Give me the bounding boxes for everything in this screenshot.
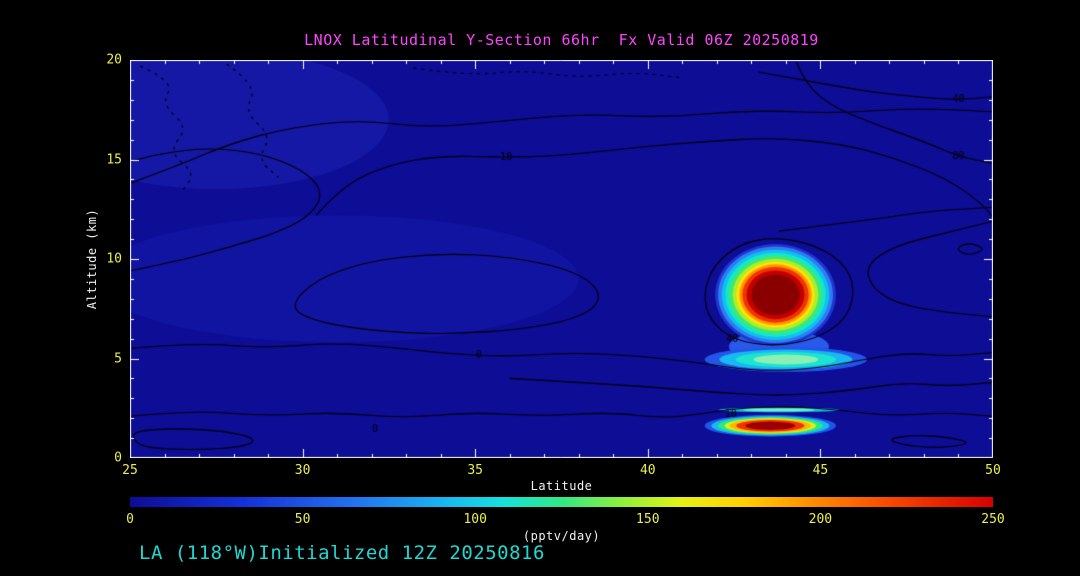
colorbar-tick-label: 0 [126,512,134,527]
x-axis-title: Latitude [530,479,593,493]
x-tick-label: 25 [122,463,138,478]
x-tick-label: 30 [294,463,311,478]
colorbar-tick-label: 150 [636,512,660,527]
x-tick-label: 45 [812,463,829,478]
plot-field [130,60,993,458]
y-tick-label: 0 [114,450,122,466]
y-tick-label: 15 [106,152,122,167]
x-tick-label: 50 [985,463,1001,478]
colorbar-tick-label: 250 [981,512,1005,527]
y-tick-label: 10 [106,251,122,267]
init-annotation: LA (118°W)Initialized 12Z 20250816 [139,542,545,564]
colorbar [130,497,993,507]
colorbar-units-label: (pptv/day) [522,529,601,543]
colorbar-tick-label: 50 [294,512,311,527]
chart-title: LNOX Latitudinal Y-Section 66hr Fx Valid… [304,31,819,49]
colorbar-tick-label: 100 [463,512,487,527]
x-tick-label: 40 [639,463,656,478]
x-tick-label: 35 [467,463,484,478]
y-tick-label: 5 [114,351,122,366]
colorbar-tick-label: 200 [808,512,833,527]
y-tick-label: 20 [106,52,122,68]
